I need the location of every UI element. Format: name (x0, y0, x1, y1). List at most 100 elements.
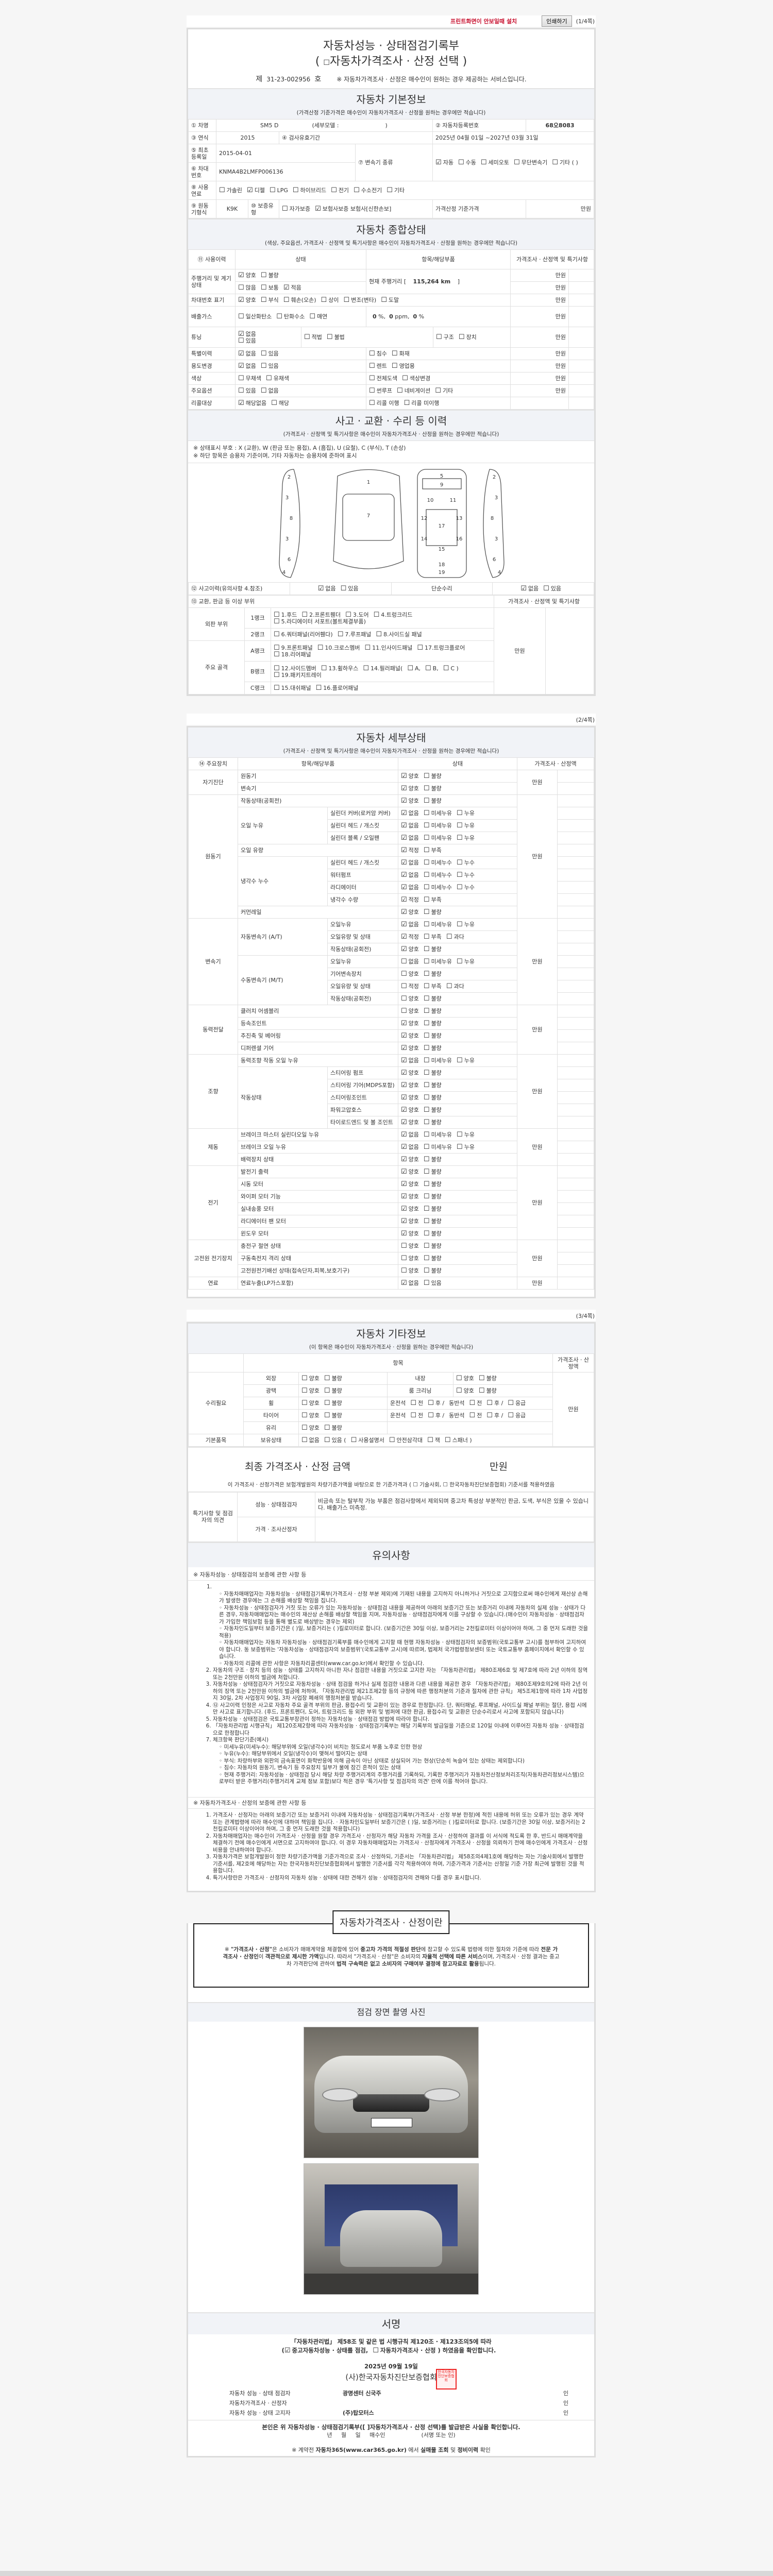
checkbox-option[interactable]: ☐ 영업용 (392, 363, 415, 369)
checkbox-option[interactable]: ☑ 없음 (401, 884, 419, 891)
checkbox-option[interactable]: ☐ 13.휠하우스 (321, 665, 359, 672)
checkbox-option[interactable]: ☑ 양호 (401, 909, 419, 916)
checkbox-option[interactable]: ☑ 없음 (401, 859, 419, 866)
checkbox-option[interactable]: ☑ 없음 (401, 810, 419, 817)
checkbox-option[interactable]: ☐ 불량 (424, 798, 442, 804)
checkbox-option[interactable]: ☐ 보통 (261, 284, 279, 291)
checkbox-option[interactable]: ☑ 양호 (401, 1218, 419, 1225)
checkbox-option[interactable]: ☑ 양호 (401, 946, 419, 953)
checkbox-option[interactable]: ☐ 스패너 ) (445, 1437, 472, 1444)
checkbox-option[interactable]: ☐ 양호 (301, 1387, 320, 1394)
checkbox-option[interactable]: ☐ 적정 (401, 983, 419, 990)
checkbox-option[interactable]: ☑ 보험사보증 보험사[신한손보] (315, 206, 391, 212)
checkbox-option[interactable]: ☐ 불량 (424, 971, 442, 977)
checkbox-option[interactable]: ☐ 양호 (301, 1375, 320, 1382)
checkbox-option[interactable]: ☐ 있음 (238, 337, 294, 344)
checkbox-option[interactable]: ☐ 12.사이드멤버 (274, 665, 316, 672)
checkbox-option[interactable]: ☐ 불량 (424, 946, 442, 953)
checkbox-option[interactable]: ☐ 누유 (457, 1131, 475, 1138)
checkbox-option[interactable]: ☐ 17.트렁크플로어 (417, 645, 465, 651)
checkbox-option[interactable]: ☐ 불량 (424, 1218, 442, 1225)
checkbox-option[interactable]: ☐ 불량 (424, 1094, 442, 1101)
checkbox-option[interactable]: ☐ 변조(변타) (343, 297, 376, 303)
checkbox-option[interactable]: ☑ 없음 (401, 872, 419, 878)
checkbox-option[interactable]: ☑ 없음 (401, 1131, 419, 1138)
checkbox-option[interactable]: ☐ 응급 (508, 1400, 526, 1406)
checkbox-option[interactable]: ☐ 안전삼각대 (389, 1437, 423, 1444)
checkbox-option[interactable]: ☐ 미세누유 (424, 810, 452, 817)
checkbox-option[interactable]: ☐ 양호 (401, 1255, 419, 1262)
checkbox-option[interactable]: ☐ B, (425, 665, 439, 672)
checkbox-option[interactable]: ☐ 누유 (457, 835, 475, 841)
checkbox-option[interactable]: ☐ 누유 (457, 822, 475, 829)
checkbox-option[interactable]: ☐ 해당 (271, 400, 289, 406)
checkbox-option[interactable]: ☐ 양호 (456, 1375, 474, 1382)
checkbox-option[interactable]: ☐ 무채색 (238, 375, 261, 382)
checkbox-option[interactable]: ☐ 침수 (369, 350, 387, 357)
checkbox-option[interactable]: ☐ 기타 (386, 187, 405, 194)
checkbox-option[interactable]: ☐ 불량 (424, 1267, 442, 1274)
checkbox-option[interactable]: ☐ 잭 (427, 1437, 440, 1444)
checkbox-option[interactable]: ☑ 없음 (238, 363, 256, 369)
checkbox-option[interactable]: ☑ 없음 (238, 331, 294, 337)
checkbox-option[interactable]: ☐ 장치 (459, 334, 477, 341)
checkbox-option[interactable]: 동반석 (449, 1400, 464, 1406)
checkbox-option[interactable]: ☑ 양호 (401, 1045, 419, 1052)
checkbox-option[interactable]: ☐ 썬루프 (369, 387, 392, 394)
checkbox-option[interactable]: ☐ 누유 (457, 1057, 475, 1064)
checkbox-option[interactable]: ☐ 양호 (301, 1400, 320, 1406)
checkbox-option[interactable]: ☐ 불량 (324, 1387, 342, 1394)
checkbox-option[interactable]: ☐ 화재 (392, 350, 410, 357)
checkbox-option[interactable]: ☐ 부족 (424, 934, 442, 940)
checkbox-option[interactable]: ☑ 없음 (401, 1280, 419, 1286)
checkbox-option[interactable]: ☐ 불량 (424, 995, 442, 1002)
checkbox-option[interactable]: ☐ 훼손(오손) (283, 297, 316, 303)
checkbox-option[interactable]: ☐ 미세누수 (424, 859, 452, 866)
checkbox-option[interactable]: ☐ 불량 (424, 1243, 442, 1249)
checkbox-option[interactable]: ☐ 양호 (401, 1267, 419, 1274)
checkbox-option[interactable]: ☐ 불량 (424, 1156, 442, 1163)
checkbox-option[interactable]: ☑ 없음 (318, 585, 336, 592)
checkbox-option[interactable]: ☐ 미세누유 (424, 822, 452, 829)
checkbox-option[interactable]: ☑ 없음 (401, 1144, 419, 1150)
checkbox-option[interactable]: ☑ 양호 (401, 1070, 419, 1076)
checkbox-option[interactable]: ☐ 기타 (435, 387, 453, 394)
checkbox-option[interactable]: ☐ 미세누유 (424, 921, 452, 928)
checkbox-option[interactable]: ☐ 기타 ( ) (552, 159, 578, 166)
checkbox-option[interactable]: ☐ 불량 (424, 1168, 442, 1175)
checkbox-option[interactable]: ☐ 불량 (424, 1070, 442, 1076)
checkbox-option[interactable]: ☐ 6.쿼터패널(리어휀다) (274, 631, 333, 638)
checkbox-option[interactable]: ☑ 없음 (401, 921, 419, 928)
checkbox-option[interactable]: ☐ 불량 (324, 1425, 342, 1431)
checkbox-option[interactable]: ☐ 자동차가격조사 · 산정 ) 하였음을 확인합니다. (373, 2346, 496, 2355)
checkbox-option[interactable]: ☑ 디젤 (247, 187, 265, 194)
checkbox-option[interactable]: ☐ 매연 (309, 313, 327, 320)
checkbox-option[interactable]: ☐ 전 (410, 1400, 423, 1406)
checkbox-option[interactable]: ☐ 불량 (479, 1375, 497, 1382)
checkbox-option[interactable]: ☐ 사용설명서 (351, 1437, 384, 1444)
checkbox-option[interactable]: ☐ 양호 (301, 1412, 320, 1419)
checkbox-option[interactable]: ☐ 2.프론트휀더 (301, 612, 341, 618)
checkbox-option[interactable]: ☐ 불량 (424, 785, 442, 792)
checkbox-option[interactable]: ☑ 양호 (401, 1032, 419, 1039)
checkbox-option[interactable]: ☐ 있음 ( (324, 1437, 346, 1444)
print-button[interactable]: 인쇄하기 (542, 15, 572, 27)
checkbox-option[interactable]: ☐ 5.라디에이터 서포트(볼트체결부품) (274, 618, 366, 625)
checkbox-option[interactable]: ☑ 적정 (401, 847, 419, 854)
checkbox-option[interactable]: ☐ 미세누유 (424, 835, 452, 841)
checkbox-option[interactable]: ☐ 색상변경 (402, 375, 430, 382)
checkbox-option[interactable]: ☐ 불량 (424, 1255, 442, 1262)
checkbox-option[interactable]: ☐ 부족 (424, 983, 442, 990)
checkbox-option[interactable]: ☑ 양호 (401, 1119, 419, 1126)
checkbox-option[interactable]: ☐ 미세누유 (424, 1057, 452, 1064)
checkbox-option[interactable]: ☑ 양호 (238, 297, 256, 303)
checkbox-option[interactable]: ☐ 양호 (401, 1008, 419, 1014)
checkbox-option[interactable]: ☐ 상이 (321, 297, 339, 303)
checkbox-option[interactable]: ☑ 없음 (238, 350, 256, 357)
checkbox-option[interactable]: ☐ 없음 (261, 387, 279, 394)
checkbox-option[interactable]: ☐ 부족 (424, 847, 442, 854)
checkbox-option[interactable]: ☐ 7.루프패널 (338, 631, 372, 638)
checkbox-option[interactable]: ☐ 많음 (238, 284, 256, 291)
checkbox-option[interactable]: ☐ 없음 (401, 958, 419, 965)
checkbox-option[interactable]: 운전석 (390, 1412, 406, 1419)
